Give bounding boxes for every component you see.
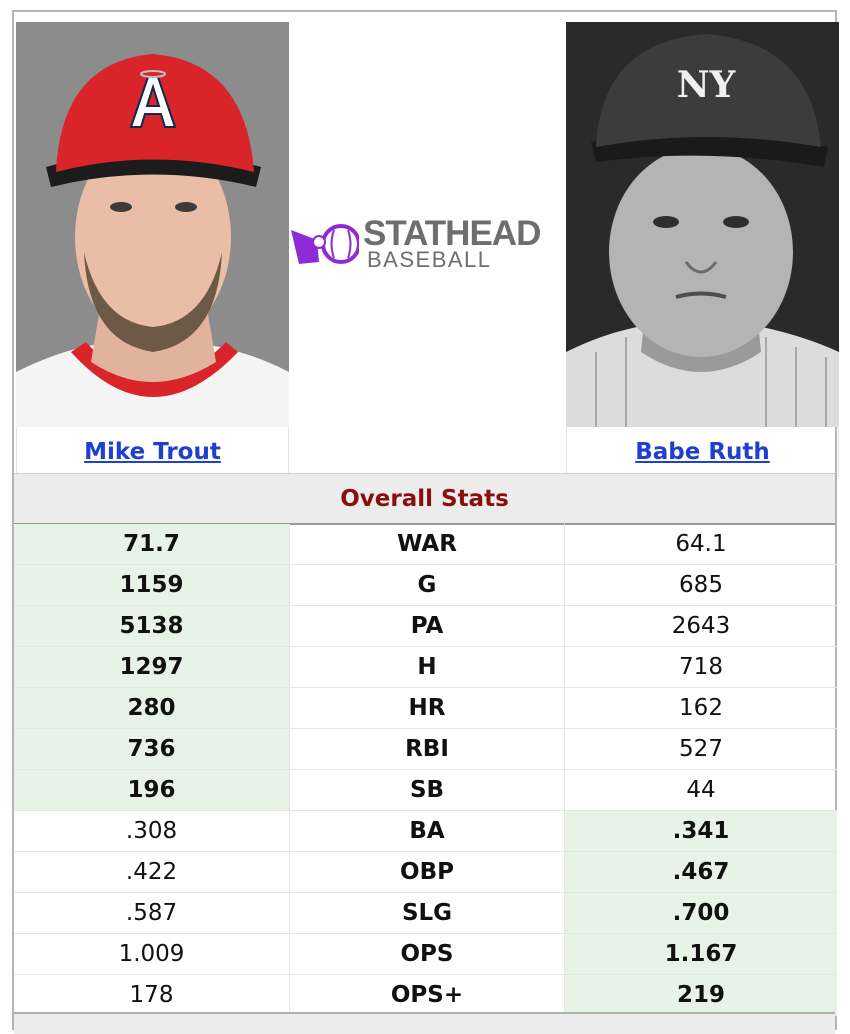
player-1-stat-value: 196	[14, 769, 290, 811]
player-1-stat-value: 736	[14, 728, 290, 770]
stat-row: 736 RBI 527	[14, 728, 837, 770]
logo-subtitle: BASEBALL	[367, 247, 492, 272]
player-2-stat-value: 718	[564, 646, 837, 688]
player-2-stat-value: .341	[564, 810, 837, 852]
player-1-stat-value: 280	[14, 687, 290, 729]
player-1-stat-value: 1.009	[14, 933, 290, 975]
player-2-photo: NY	[566, 22, 839, 427]
player-1-stat-value: .422	[14, 851, 290, 893]
player-2-stat-value: 64.1	[564, 524, 837, 565]
stat-row: 280 HR 162	[14, 687, 837, 729]
footer-strip	[14, 1012, 835, 1034]
stat-label: PA	[289, 605, 565, 647]
player-1-name-cell: Mike Trout	[16, 427, 289, 477]
stat-row: 196 SB 44	[14, 769, 837, 811]
player-2-stat-value: 527	[564, 728, 837, 770]
player-1-stat-value: 5138	[14, 605, 290, 647]
stat-label: OPS	[289, 933, 565, 975]
stat-row: 1159 G 685	[14, 564, 837, 606]
logo-wordmark: STATHEAD	[363, 214, 541, 253]
player-2-column: NY Babe Ruth	[566, 22, 839, 477]
stat-label: BA	[289, 810, 565, 852]
player-1-column: Mike Trout	[16, 22, 289, 477]
player-2-stat-value: .467	[564, 851, 837, 893]
stat-row: .422 OBP .467	[14, 851, 837, 893]
player-1-stat-value: 178	[14, 974, 290, 1016]
stat-label: SB	[289, 769, 565, 811]
player-1-stat-value: 1159	[14, 564, 290, 606]
stat-row: 1.009 OPS 1.167	[14, 933, 837, 975]
player-1-stat-value: .587	[14, 892, 290, 934]
svg-text:NY: NY	[677, 64, 737, 106]
stat-row: .587 SLG .700	[14, 892, 837, 934]
stat-row: 5138 PA 2643	[14, 605, 837, 647]
player-2-stat-value: 44	[564, 769, 837, 811]
comparison-card: Mike Trout STATHEAD BASEBALL	[12, 10, 839, 1034]
stathead-logo: STATHEAD BASEBALL	[289, 212, 566, 282]
stat-label: OBP	[289, 851, 565, 893]
stat-row: 178 OPS+ 219	[14, 974, 837, 1016]
section-header: Overall Stats	[14, 473, 835, 525]
player-1-stat-value: .308	[14, 810, 290, 852]
stat-label: WAR	[289, 524, 565, 565]
stat-row: .308 BA .341	[14, 810, 837, 852]
stat-label: H	[289, 646, 565, 688]
player-2-stat-value: 685	[564, 564, 837, 606]
player-2-stat-value: 2643	[564, 605, 837, 647]
stat-label: HR	[289, 687, 565, 729]
stat-row: 1297 H 718	[14, 646, 837, 688]
player-2-stat-value: 1.167	[564, 933, 837, 975]
player-1-stat-value: 71.7	[14, 524, 290, 565]
stats-table: 71.7 WAR 64.1 1159 G 685 5138 PA 2643 1297 H 718 280…	[14, 524, 837, 1016]
player-2-stat-value: .700	[564, 892, 837, 934]
player-2-link[interactable]: Babe Ruth	[635, 439, 770, 465]
player-2-stat-value: 219	[564, 974, 837, 1016]
stat-label: G	[289, 564, 565, 606]
player-1-stat-value: 1297	[14, 646, 290, 688]
player-1-link[interactable]: Mike Trout	[84, 439, 221, 465]
stat-row: 71.7 WAR 64.1	[14, 524, 837, 565]
stat-label: RBI	[289, 728, 565, 770]
player-2-name-cell: Babe Ruth	[566, 427, 839, 477]
stat-label: SLG	[289, 892, 565, 934]
section-title: Overall Stats	[340, 485, 509, 512]
stat-label: OPS+	[289, 974, 565, 1016]
player-1-photo	[16, 22, 289, 427]
player-2-stat-value: 162	[564, 687, 837, 729]
